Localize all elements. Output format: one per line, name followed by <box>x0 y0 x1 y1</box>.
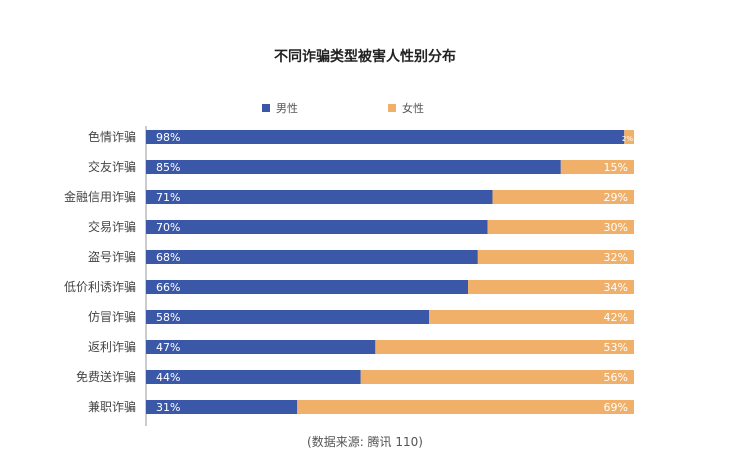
data-label-male: 66% <box>156 281 180 294</box>
bar-female <box>487 220 634 234</box>
data-label-female: 69% <box>604 401 628 414</box>
data-label-female: 53% <box>604 341 628 354</box>
data-label-male: 47% <box>156 341 180 354</box>
bar-female <box>624 130 634 144</box>
data-label-female: 34% <box>604 281 628 294</box>
data-label-male: 58% <box>156 311 180 324</box>
data-label-male: 70% <box>156 221 180 234</box>
category-label: 交友诈骗 <box>88 159 136 174</box>
bar-female <box>297 400 634 414</box>
data-label-female: 32% <box>604 251 628 264</box>
data-label-male: 44% <box>156 371 180 384</box>
category-label: 免费送诈骗 <box>76 369 136 384</box>
data-label-male: 85% <box>156 161 180 174</box>
bar-female <box>492 190 634 204</box>
legend-swatch-male <box>262 104 270 112</box>
data-label-female: 56% <box>604 371 628 384</box>
data-label-male: 31% <box>156 401 180 414</box>
category-label: 交易诈骗 <box>88 219 136 234</box>
bar-male <box>146 220 488 234</box>
legend-item-female: 女性 <box>388 100 424 116</box>
bar-female <box>360 370 634 384</box>
data-label-female: 2% <box>622 135 633 143</box>
bar-female <box>468 280 634 294</box>
bar-male <box>146 340 376 354</box>
category-label: 盗号诈骗 <box>88 249 136 264</box>
data-source-note: (数据来源: 腾讯 110) <box>307 435 423 449</box>
category-label: 色情诈骗 <box>88 129 136 144</box>
bar-male <box>146 130 625 144</box>
bar-male <box>146 400 298 414</box>
category-label: 兼职诈骗 <box>88 399 136 414</box>
data-label-female: 29% <box>604 191 628 204</box>
bar-female <box>560 160 634 174</box>
legend-label-female: 女性 <box>402 102 424 115</box>
data-label-male: 71% <box>156 191 180 204</box>
legend-swatch-female <box>388 104 396 112</box>
category-label: 仿冒诈骗 <box>88 309 136 324</box>
bar-male <box>146 370 361 384</box>
data-label-female: 42% <box>604 311 628 324</box>
bar-male <box>146 310 430 324</box>
category-label: 金融信用诈骗 <box>64 189 136 204</box>
bar-male <box>146 250 478 264</box>
data-label-male: 68% <box>156 251 180 264</box>
legend-item-male: 男性 <box>262 100 298 116</box>
legend: 男性 女性 <box>0 100 730 116</box>
category-label: 低价利诱诈骗 <box>64 279 136 294</box>
data-label-female: 15% <box>604 161 628 174</box>
bar-female <box>429 310 634 324</box>
bar-male <box>146 160 561 174</box>
chart-title: 不同诈骗类型被害人性别分布 <box>274 49 456 65</box>
data-label-female: 30% <box>604 221 628 234</box>
category-label: 返利诈骗 <box>88 339 136 354</box>
legend-label-male: 男性 <box>276 102 298 115</box>
bar-female <box>375 340 634 354</box>
data-label-male: 98% <box>156 131 180 144</box>
bar-male <box>146 280 469 294</box>
bar-male <box>146 190 493 204</box>
bar-female <box>477 250 634 264</box>
